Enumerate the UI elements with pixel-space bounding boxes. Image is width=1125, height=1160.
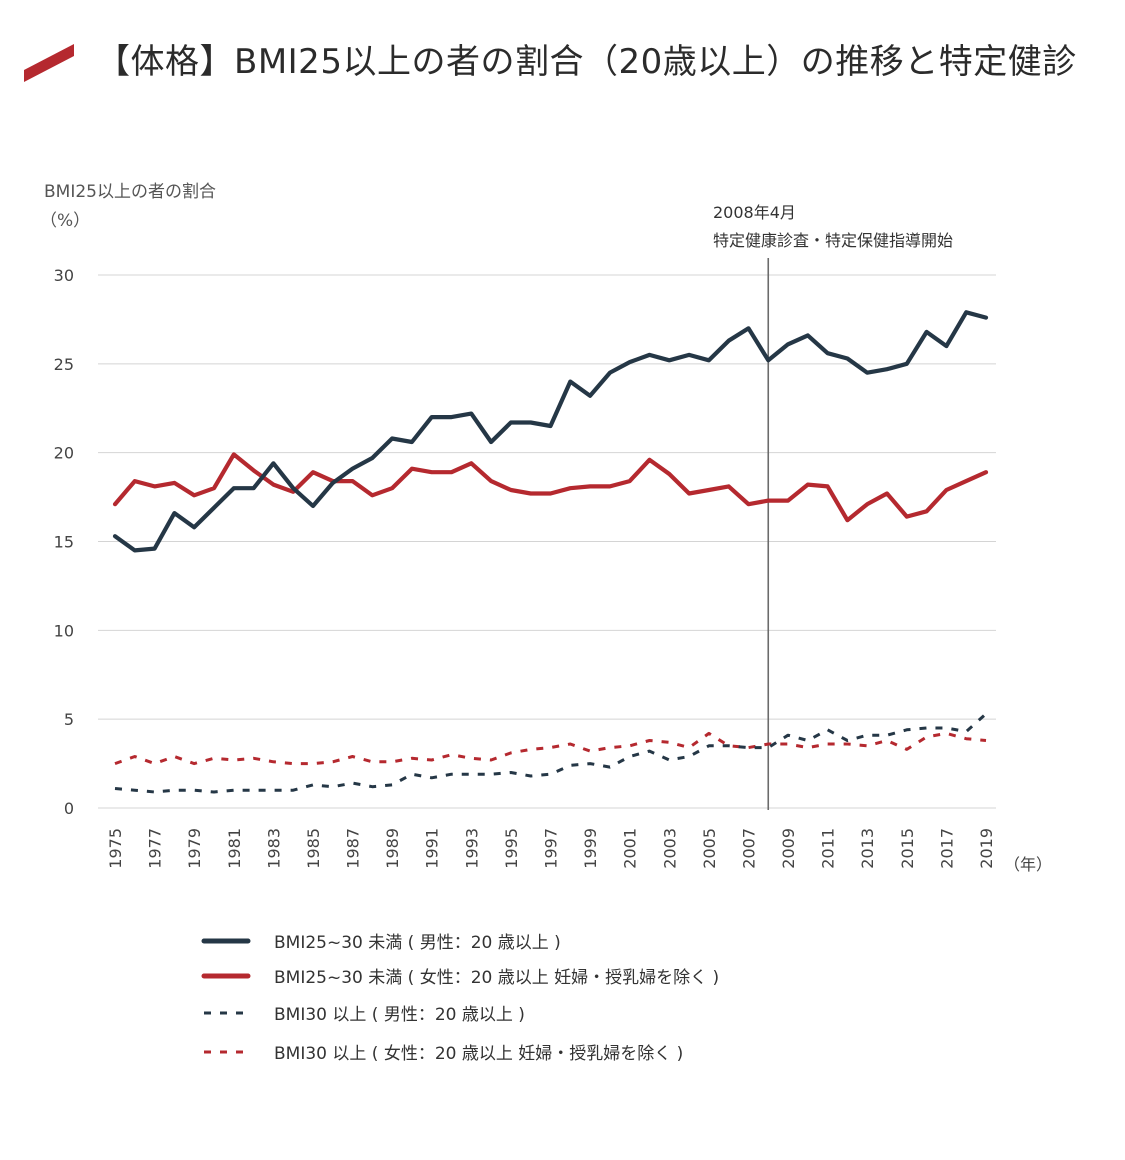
x-tick-label: 1987 <box>344 828 363 869</box>
x-tick-label: 1979 <box>185 828 204 869</box>
series-line-female-30 <box>114 731 987 766</box>
legend-label-female-30: BMI30 以上 ( 女性：20 歳以上 妊婦・授乳婦を除く ) <box>274 1044 683 1064</box>
series-line-male-25-30 <box>112 310 989 553</box>
x-tick-label: 2001 <box>621 828 640 869</box>
page-title: 【体格】BMI25以上の者の割合（20歳以上）の推移と特定健診 <box>96 42 1077 82</box>
x-tick-label: 2003 <box>660 828 679 869</box>
y-tick-label: 10 <box>54 621 74 640</box>
y-tick-label: 15 <box>54 533 74 552</box>
series-line-female-25-30 <box>112 452 989 523</box>
x-axis-unit: （年） <box>1004 855 1052 874</box>
annotation-date: 2008年4月 <box>713 203 796 222</box>
x-tick-label: 1977 <box>146 828 165 869</box>
y-axis-unit: （%） <box>40 211 90 231</box>
y-tick-label: 5 <box>64 710 74 729</box>
annotation-event: 特定健康診査・特定保健指導開始 <box>713 231 953 250</box>
x-tick-label: 2011 <box>819 828 838 869</box>
y-tick-label: 25 <box>54 355 74 374</box>
y-tick-label: 30 <box>54 266 74 285</box>
y-tick-label: 0 <box>64 799 74 818</box>
x-tick-label: 1999 <box>581 828 600 869</box>
x-tick-label: 2015 <box>898 828 917 869</box>
legend-label-female-25-30: BMI25~30 未満 ( 女性：20 歳以上 妊婦・授乳婦を除く ) <box>274 968 719 988</box>
y-axis-title: BMI25以上の者の割合 <box>44 182 216 202</box>
x-tick-label: 1997 <box>542 828 561 869</box>
x-tick-label: 2009 <box>779 828 798 869</box>
x-tick-label: 1981 <box>225 828 244 869</box>
x-tick-label: 1993 <box>462 828 481 869</box>
x-tick-label: 1985 <box>304 828 323 869</box>
y-tick-label: 20 <box>54 444 74 463</box>
x-tick-label: 2005 <box>700 828 719 869</box>
x-tick-label: 1975 <box>106 828 125 869</box>
series-line-male-30 <box>114 712 988 794</box>
x-tick-label: 1989 <box>383 828 402 869</box>
x-tick-label: 2007 <box>739 828 758 869</box>
x-tick-label: 1991 <box>423 828 442 869</box>
x-tick-label: 1983 <box>264 828 283 869</box>
title-accent-mark <box>24 44 74 82</box>
x-tick-label: 2017 <box>937 828 956 869</box>
x-tick-label: 2013 <box>858 828 877 869</box>
legend-label-male-25-30: BMI25~30 未満 ( 男性：20 歳以上 ) <box>274 933 561 953</box>
x-tick-label: 2019 <box>977 828 996 869</box>
legend-label-male-30: BMI30 以上 ( 男性：20 歳以上 ) <box>274 1005 525 1025</box>
x-tick-label: 1995 <box>502 828 521 869</box>
